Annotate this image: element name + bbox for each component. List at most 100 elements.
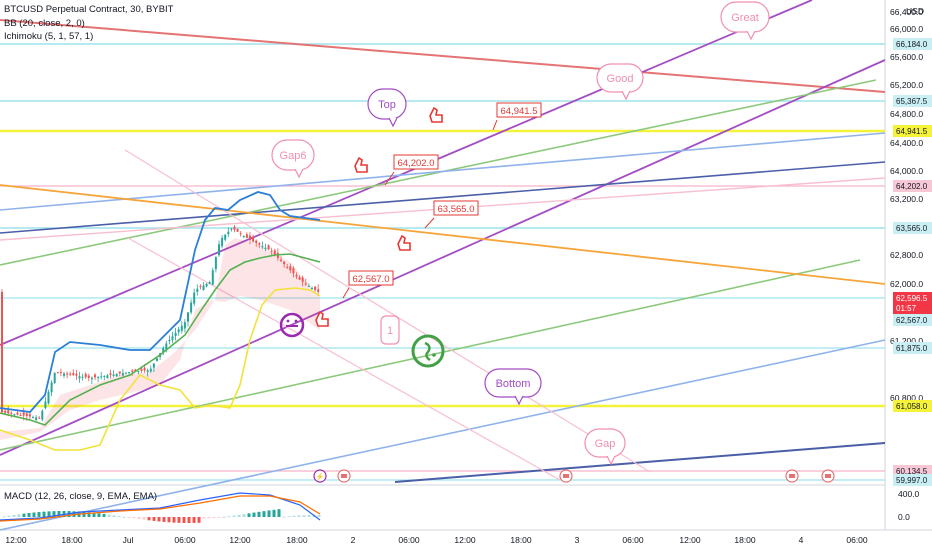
price-tag-label: 59,997.0	[896, 476, 928, 485]
candle-body	[199, 286, 202, 288]
svg-text:Gap6: Gap6	[280, 150, 307, 162]
candle-body	[1, 291, 3, 413]
candle-body	[128, 372, 131, 374]
candle-body	[13, 414, 16, 416]
macd-histogram-bar	[297, 515, 301, 517]
candle-body	[44, 401, 47, 409]
candle-body	[196, 288, 199, 292]
candle-body	[168, 339, 171, 342]
macd-histogram-bar	[102, 513, 106, 517]
time-axis-label: 4	[799, 535, 804, 545]
trend-line	[0, 132, 886, 211]
macd-histogram-bar	[52, 511, 56, 517]
price-tag-bg	[893, 125, 932, 137]
candle-body	[267, 245, 270, 250]
macd-histogram-bar	[112, 515, 116, 517]
candle-body	[10, 412, 13, 414]
candle-body	[16, 412, 19, 415]
candle-body	[69, 373, 72, 375]
price-axis-label: 62,000.0	[890, 279, 923, 289]
candle-body	[180, 325, 183, 331]
macd-histogram-bar	[252, 512, 256, 517]
ichimoku-legend[interactable]: Ichimoku (5, 1, 57, 1)	[4, 31, 94, 42]
macd-histogram-bar	[187, 517, 191, 523]
macd-histogram-bar	[317, 515, 321, 517]
callout-bottom: Bottom	[484, 368, 542, 406]
price-tag-label: 61,058.0	[896, 402, 928, 411]
candle-body	[72, 373, 75, 376]
macd-histogram-bar	[182, 517, 186, 523]
macd-histogram-bar	[242, 514, 246, 517]
callout-gap6: Gap6	[271, 139, 315, 179]
candle-body	[75, 373, 78, 376]
price-axis-label: 62,800.0	[890, 250, 923, 260]
price-tag-bg	[893, 95, 932, 107]
price-tag-bg	[893, 180, 932, 192]
hand-pointer-icon	[315, 310, 329, 327]
price-axis-label: 65,200.0	[890, 80, 923, 90]
candle-body	[7, 410, 10, 414]
candle-body	[94, 374, 96, 378]
price-tag-bg	[893, 302, 932, 314]
macd-histogram-bar	[197, 517, 201, 523]
emoji-eye	[432, 353, 436, 357]
candle-body	[193, 292, 196, 304]
candle-body	[264, 247, 267, 249]
trend-line	[0, 59, 886, 456]
candle-body	[137, 371, 140, 373]
candle-body	[131, 370, 134, 372]
emoji-confused-mouth	[424, 341, 431, 362]
candle-body	[289, 266, 292, 271]
symbol-title[interactable]: BTCUSD Perpetual Contract, 30, BYBIT	[4, 4, 174, 15]
price-callout-64941-box	[496, 102, 542, 118]
macd-histogram-bar	[57, 511, 61, 517]
candle-body	[187, 312, 189, 322]
candle-body	[35, 417, 38, 420]
macd-histogram-bar	[222, 516, 226, 518]
candle-body	[252, 237, 255, 242]
callout-top: Top	[367, 88, 407, 128]
svg-text:Top: Top	[378, 99, 396, 111]
candle-body	[106, 375, 109, 379]
candle-body	[211, 270, 214, 285]
macd-histogram-bar	[152, 517, 156, 521]
bb-legend[interactable]: BB (20, close, 2, 0)	[4, 18, 85, 29]
candle-body	[314, 286, 317, 291]
candle-body	[304, 283, 307, 285]
time-axis-label: 18:00	[61, 535, 83, 545]
candle-body	[165, 343, 168, 351]
macd-histogram-bar	[262, 511, 266, 517]
price-axis-label: 60,800.0	[890, 393, 923, 403]
trend-line	[0, 161, 886, 234]
candle-body	[301, 277, 304, 282]
candle-body	[63, 373, 65, 376]
candle-body	[100, 376, 103, 378]
macd-histogram-bar	[42, 511, 46, 517]
candle-body	[205, 283, 208, 287]
trend-line	[0, 259, 861, 451]
time-axis-label: Jul	[123, 535, 134, 545]
macd-histogram-bar	[267, 510, 271, 517]
emoji-confused-icon	[411, 334, 445, 368]
macd-histogram-bar	[2, 516, 6, 518]
candle-body	[32, 416, 34, 418]
price-tag-label: 61,875.0	[896, 344, 928, 353]
hand-pointer-icon	[354, 156, 368, 173]
candle-body	[22, 412, 25, 416]
candle-body	[311, 288, 313, 289]
flag-glyph	[341, 474, 347, 478]
macd-histogram-bar	[122, 516, 126, 518]
currency-label[interactable]: USD	[906, 6, 924, 16]
macd-histogram-bar	[27, 513, 31, 517]
time-axis-label: 3	[575, 535, 580, 545]
macd-histogram-bar	[162, 517, 166, 522]
candle-body	[115, 373, 118, 377]
candle-body	[298, 277, 301, 280]
price-callout-64202-box	[393, 154, 439, 170]
macd-legend[interactable]: MACD (12, 26, close, 9, EMA, EMA)	[4, 491, 158, 502]
candle-body	[242, 235, 245, 237]
callout-gap: Gap	[584, 428, 626, 466]
macd-histogram-bar	[277, 509, 281, 517]
candle-body	[202, 285, 205, 291]
